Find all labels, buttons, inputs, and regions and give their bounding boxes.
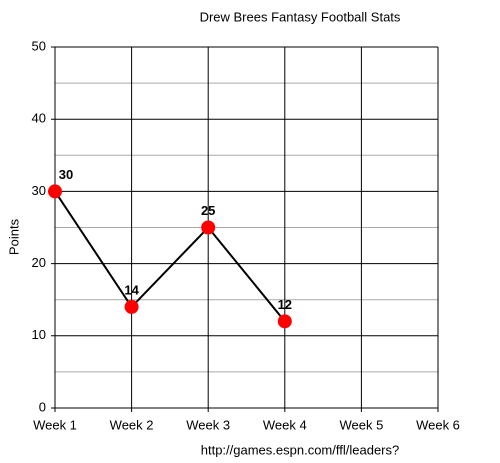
- data-point: [48, 184, 62, 199]
- data-point: [277, 314, 292, 329]
- x-tick-label: Week 5: [339, 417, 383, 432]
- data-label: 25: [201, 203, 215, 218]
- source-note: http://games.espn.com/ffl/leaders?: [201, 442, 399, 457]
- data-point: [201, 220, 216, 235]
- x-tick-label: Week 1: [33, 417, 77, 432]
- x-tick-label: Week 6: [416, 417, 460, 432]
- x-tick-label: Week 2: [110, 417, 154, 432]
- x-tick-label: Week 4: [263, 417, 307, 432]
- y-tick-label: 10: [32, 327, 46, 342]
- y-axis-label: Points: [6, 218, 21, 255]
- data-point: [124, 299, 139, 314]
- chart-title: Drew Brees Fantasy Football Stats: [200, 9, 401, 24]
- data-label: 30: [59, 167, 73, 182]
- data-label: 14: [124, 282, 139, 297]
- y-tick-label: 40: [32, 111, 46, 126]
- data-label: 12: [278, 297, 292, 312]
- x-tick-label: Week 3: [186, 417, 230, 432]
- y-tick-label: 20: [32, 255, 46, 270]
- data-line: [54, 190, 286, 322]
- y-tick-label: 0: [39, 399, 46, 414]
- y-tick-label: 50: [32, 38, 46, 53]
- y-tick-label: 30: [32, 183, 46, 198]
